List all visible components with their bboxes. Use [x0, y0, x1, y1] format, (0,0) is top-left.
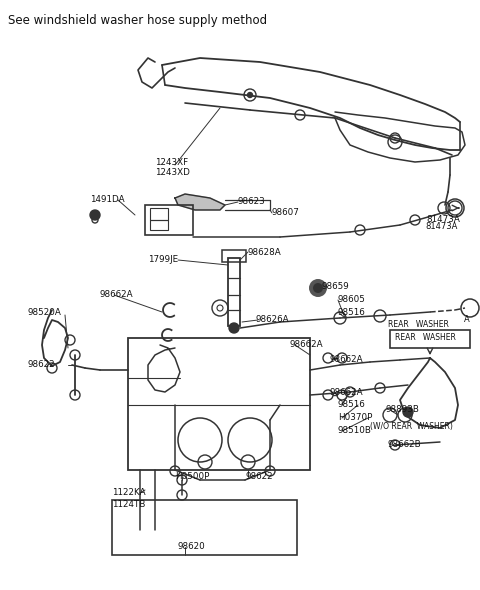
- Text: 1491DA: 1491DA: [90, 195, 125, 204]
- Polygon shape: [175, 194, 225, 210]
- Text: A: A: [464, 315, 470, 324]
- Text: 98516: 98516: [338, 400, 366, 409]
- Text: H0500P: H0500P: [175, 472, 209, 481]
- Text: 98662A: 98662A: [330, 388, 364, 397]
- Circle shape: [309, 279, 327, 297]
- Text: H0370P: H0370P: [338, 413, 372, 422]
- Text: 98662A: 98662A: [100, 290, 133, 299]
- Circle shape: [403, 407, 413, 417]
- Bar: [228, 258, 240, 326]
- Text: 1124TB: 1124TB: [112, 500, 145, 509]
- Circle shape: [248, 93, 252, 97]
- Bar: [112, 500, 297, 555]
- Text: 98623: 98623: [238, 197, 266, 206]
- Text: 98605: 98605: [338, 295, 366, 304]
- Text: 1799JE: 1799JE: [148, 255, 178, 264]
- Bar: [390, 330, 470, 348]
- Bar: [145, 205, 193, 235]
- Text: 98662A: 98662A: [330, 355, 364, 364]
- Text: REAR   WASHER: REAR WASHER: [395, 333, 456, 342]
- Text: 98628A: 98628A: [248, 248, 282, 257]
- Text: 98510B: 98510B: [338, 426, 372, 435]
- Text: (W/O REAR  WASHER): (W/O REAR WASHER): [370, 422, 453, 431]
- Text: REAR   WASHER: REAR WASHER: [388, 320, 449, 329]
- Text: See windshield washer hose supply method: See windshield washer hose supply method: [8, 14, 267, 27]
- Circle shape: [90, 210, 100, 220]
- Text: 98662A: 98662A: [290, 340, 324, 349]
- Text: 81473A: 81473A: [426, 215, 460, 224]
- Text: 98620: 98620: [178, 542, 206, 551]
- Text: 98516: 98516: [338, 308, 366, 317]
- Text: 98520A: 98520A: [28, 308, 62, 317]
- Bar: [222, 250, 246, 262]
- Circle shape: [313, 283, 323, 293]
- Text: 98893B: 98893B: [385, 405, 419, 414]
- Bar: [128, 338, 310, 470]
- Text: 1122KA: 1122KA: [112, 488, 145, 497]
- Text: 98659: 98659: [322, 282, 350, 291]
- Text: 1243XF: 1243XF: [155, 158, 188, 167]
- Text: 81473A: 81473A: [425, 222, 457, 231]
- Text: 98662B: 98662B: [388, 440, 421, 449]
- Circle shape: [229, 323, 239, 333]
- Text: 98607: 98607: [272, 208, 300, 217]
- Bar: [150, 208, 168, 220]
- Text: 98626A: 98626A: [255, 315, 288, 324]
- Text: 98622: 98622: [245, 472, 273, 481]
- Bar: [150, 220, 168, 230]
- Text: 1243XD: 1243XD: [155, 168, 190, 177]
- Text: 98622: 98622: [28, 360, 56, 369]
